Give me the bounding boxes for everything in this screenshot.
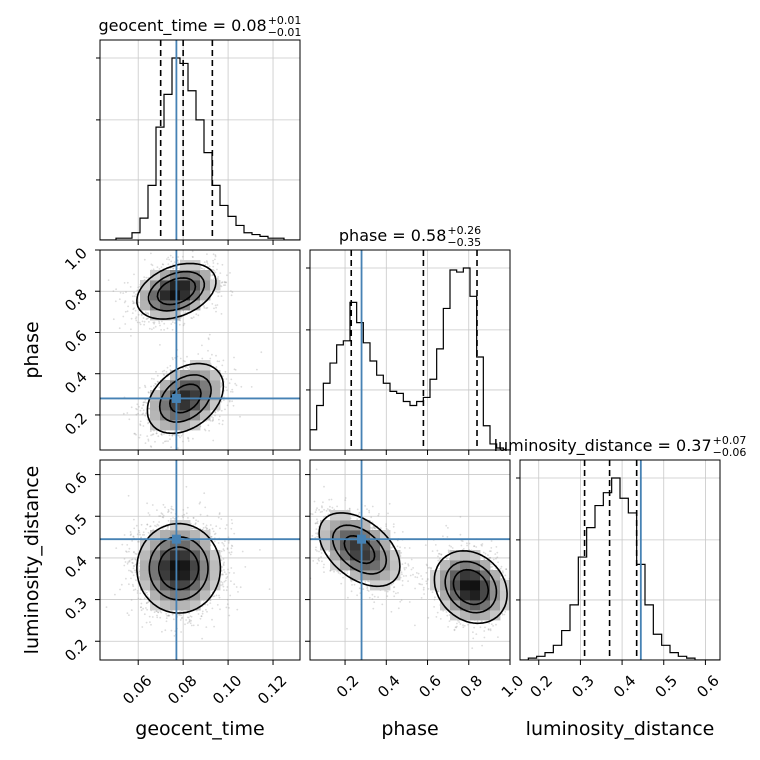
hist-geocent_time-panel (99, 39, 301, 241)
ytick-label-luminosity_distance: 0.6 (61, 469, 91, 499)
ytick-label-luminosity_distance: 0.2 (61, 635, 91, 665)
panel-phase_vs_geocent_time-frame (99, 249, 301, 451)
ytick-label-luminosity_distance: 0.5 (61, 510, 91, 540)
hist-phase-frame (309, 249, 511, 451)
xtick-label-luminosity_distance: 0.6 (693, 672, 723, 702)
title-minus: −0.01 (268, 26, 302, 39)
xtick-label-phase: 1.0 (498, 672, 528, 702)
xtick-label-geocent_time: 0.06 (119, 672, 155, 708)
panel-luminosity_distance_vs_geocent_time-truth-marker (171, 534, 181, 544)
panel-luminosity_distance_vs_geocent_time (99, 459, 301, 661)
xlabel-luminosity_distance: luminosity_distance (526, 718, 715, 740)
xtick-label-phase: 0.4 (374, 672, 404, 702)
hist-luminosity_distance-step (520, 477, 720, 660)
panel-luminosity_distance_vs_phase-frame (309, 459, 511, 661)
xlabel-phase: phase (381, 718, 438, 740)
ytick-label-luminosity_distance: 0.4 (61, 552, 91, 582)
xtick-label-phase: 0.2 (333, 672, 363, 702)
title-minus: −0.35 (447, 236, 481, 249)
xtick-label-geocent_time: 0.10 (209, 672, 245, 708)
title-main: phase = 0.58 (339, 226, 446, 245)
ylabel-phase: phase (21, 321, 43, 378)
title-luminosity_distance: luminosity_distance = 0.37 +0.07−0.06 (494, 434, 747, 459)
title-minus: −0.06 (713, 446, 747, 459)
panel-phase_vs_geocent_time-density (140, 260, 221, 431)
xtick-label-geocent_time: 0.08 (164, 672, 200, 708)
panel-phase_vs_geocent_time-contour (147, 270, 212, 423)
xtick-label-luminosity_distance: 0.3 (568, 672, 598, 702)
xtick-label-luminosity_distance: 0.4 (610, 672, 640, 702)
hist-geocent_time-frame (99, 39, 301, 241)
panel-luminosity_distance_vs_phase (309, 459, 511, 661)
xtick-label-luminosity_distance: 0.5 (652, 672, 682, 702)
xtick-label-phase: 0.8 (457, 672, 487, 702)
ytick-label-phase: 1.0 (61, 244, 91, 274)
ytick-label-phase: 0.6 (61, 327, 91, 357)
ytick-label-phase: 0.2 (61, 409, 91, 439)
ytick-label-phase: 0.4 (61, 368, 91, 398)
panel-luminosity_distance_vs_geocent_time-contour (158, 546, 200, 591)
title-phase: phase = 0.58 +0.26−0.35 (339, 224, 481, 249)
panel-luminosity_distance_vs_phase-contour (331, 524, 498, 614)
ytick-label-luminosity_distance: 0.3 (61, 594, 91, 624)
xtick-label-geocent_time: 0.12 (254, 672, 290, 708)
title-plus: +0.26 (447, 224, 481, 237)
title-geocent_time: geocent_time = 0.08 +0.01−0.01 (99, 14, 302, 39)
panel-phase_vs_geocent_time (99, 249, 301, 451)
panel-luminosity_distance_vs_geocent_time-frame (99, 459, 301, 661)
panel-phase_vs_geocent_time-truth-marker (171, 393, 181, 403)
hist-luminosity_distance-panel (519, 459, 721, 661)
ytick-label-phase: 0.8 (61, 285, 91, 315)
panel-luminosity_distance_vs_geocent_time-contour (136, 522, 222, 614)
title-plus: +0.01 (268, 14, 302, 27)
xtick-label-phase: 0.6 (415, 672, 445, 702)
title-main: geocent_time = 0.08 (99, 16, 267, 36)
hist-geocent_time-step (100, 57, 300, 240)
ylabel-luminosity_distance: luminosity_distance (21, 466, 43, 655)
hist-luminosity_distance-frame (519, 459, 721, 661)
hist-phase-panel (309, 249, 511, 451)
panel-luminosity_distance_vs_phase-truth-marker (357, 534, 367, 544)
hist-phase-step (310, 267, 510, 450)
xlabel-geocent_time: geocent_time (135, 718, 264, 740)
xtick-label-luminosity_distance: 0.2 (527, 672, 557, 702)
title-plus: +0.07 (713, 434, 747, 447)
panel-luminosity_distance_vs_phase-contour (318, 512, 508, 625)
panel-phase_vs_geocent_time-contour (136, 262, 225, 435)
title-main: luminosity_distance = 0.37 (494, 436, 712, 456)
